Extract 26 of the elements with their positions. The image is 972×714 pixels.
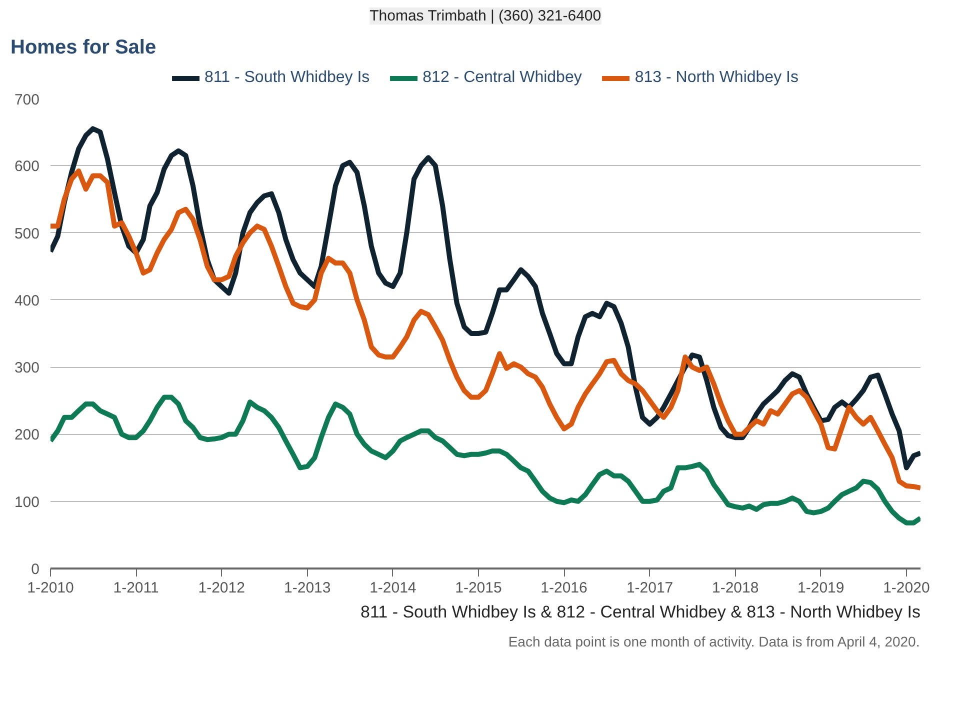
- chart-title: Homes for Sale: [10, 36, 156, 58]
- y-tick-label: 200: [14, 426, 40, 444]
- x-tick-label: 1-2012: [198, 580, 245, 596]
- x-tick-label: 1-2015: [455, 580, 502, 596]
- x-tick-label: 1-2013: [284, 580, 331, 596]
- x-tick-label: 1-2011: [113, 580, 159, 596]
- x-tick-label: 1-2019: [798, 580, 844, 596]
- x-tick-label: 1-2017: [626, 580, 674, 596]
- legend-label: 811 - South Whidbey Is: [204, 69, 370, 87]
- text: 811 - South Whidbey Is & 812 - Central Whidbey & 813 - North Whidbey Is: [360, 602, 921, 622]
- text: Thomas Trimbath | (360) 321-6400: [370, 8, 602, 24]
- y-tick-label: 400: [14, 292, 40, 310]
- y-tick-label: 0: [31, 561, 40, 578]
- x-tick-label: 1-2014: [370, 580, 416, 596]
- x-tick-label: 1-2018: [712, 580, 759, 596]
- x-tick-label: 1-2020: [883, 580, 930, 596]
- y-tick-label: 600: [14, 158, 40, 176]
- legend-label: 813 - North Whidbey Is: [634, 69, 798, 87]
- y-tick-label: 700: [14, 92, 40, 108]
- text: Each data point is one month of activity. Data is from April 4, 2020.: [508, 634, 920, 650]
- x-tick-label: 1-2016: [540, 580, 588, 596]
- legend-label: 812 - Central Whidbey: [422, 69, 582, 87]
- y-tick-label: 100: [14, 494, 40, 511]
- x-tick-label: 1-2010: [27, 580, 74, 596]
- y-tick-label: 500: [14, 225, 40, 242]
- y-tick-label: 300: [14, 360, 40, 377]
